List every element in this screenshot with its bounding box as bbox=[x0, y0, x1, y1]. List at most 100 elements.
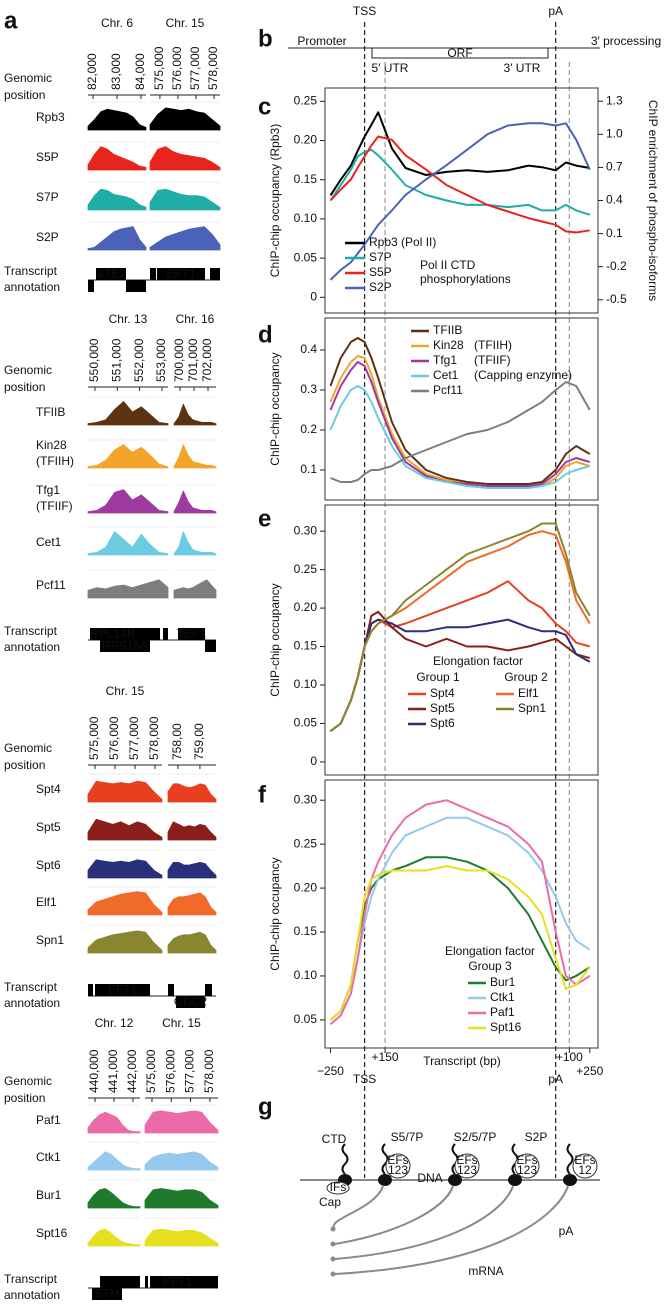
cap-dot bbox=[330, 1241, 336, 1247]
y-tick-label: 0.20 bbox=[294, 133, 318, 147]
gene-box bbox=[145, 1276, 148, 1288]
annotation: phosphorylations bbox=[420, 272, 511, 286]
y-tick-label: 0.05 bbox=[294, 1012, 318, 1026]
genomic-tick-label: 442,000 bbox=[125, 1049, 139, 1093]
gene-label: EFT1 bbox=[108, 983, 138, 997]
track-profile bbox=[87, 1188, 141, 1209]
utr-label: 3′ UTR bbox=[504, 61, 541, 75]
genomic-tick-label: 578,000 bbox=[202, 1049, 216, 1093]
genomic-tick-label: 553,000 bbox=[154, 338, 168, 382]
y-tick-label: 0.15 bbox=[294, 924, 318, 938]
ctd-tail bbox=[341, 1143, 349, 1175]
ctd-tail bbox=[566, 1143, 574, 1175]
axis-label: Genomic bbox=[4, 71, 52, 85]
series-line bbox=[329, 799, 591, 1026]
legend-label: Ctk1 bbox=[490, 990, 515, 1004]
efs-circle bbox=[385, 1153, 411, 1179]
y2-tick-label: 0.4 bbox=[606, 193, 623, 207]
gene-label: EFT1 bbox=[166, 267, 196, 281]
gene-label: RPL13B bbox=[90, 627, 135, 641]
track-label: Spt5 bbox=[36, 820, 61, 834]
legend-label: Spt6 bbox=[430, 716, 455, 730]
annotation-label: Transcript bbox=[4, 1272, 58, 1286]
ctd-label: CTD bbox=[322, 1132, 347, 1146]
track-label: S5P bbox=[36, 150, 59, 164]
efs-label: 123 bbox=[457, 1163, 477, 1177]
series-line bbox=[329, 816, 591, 1026]
y-tick-label: 0 bbox=[310, 754, 317, 768]
series-line bbox=[329, 337, 591, 485]
ifs-oval bbox=[326, 1181, 350, 1195]
legend-group: Group 2 bbox=[504, 670, 548, 684]
ctd-state: S2/5/7P bbox=[454, 1130, 497, 1144]
track-label: Paf1 bbox=[36, 1113, 61, 1127]
track-label: Pcf11 bbox=[36, 578, 66, 592]
track-profile bbox=[87, 1111, 141, 1134]
genomic-tick-label: 577,000 bbox=[188, 46, 202, 90]
series-line bbox=[329, 856, 591, 1021]
y-tick-label: 0.10 bbox=[294, 968, 318, 982]
genomic-tick-label: 576,000 bbox=[163, 1049, 177, 1093]
legend-label: Paf1 bbox=[490, 1005, 515, 1019]
y2-tick-label: 0.7 bbox=[606, 160, 623, 174]
genomic-tick-label: 82,000 bbox=[85, 53, 99, 90]
y-tick-label: 0.20 bbox=[294, 600, 318, 614]
gene-box bbox=[88, 280, 94, 292]
x-tick-label: −250 bbox=[317, 1064, 344, 1078]
y-tick-label: 0.05 bbox=[294, 716, 318, 730]
track-profile bbox=[87, 531, 169, 556]
cap-dot bbox=[330, 1271, 336, 1277]
genomic-tick-label: 576,000 bbox=[107, 716, 121, 760]
chromosome-label: Chr. 15 bbox=[166, 16, 205, 30]
genomic-tick-label: 552,000 bbox=[132, 338, 146, 382]
series-line bbox=[329, 865, 591, 1021]
genomic-tick-label: 758,00 bbox=[170, 723, 184, 760]
efs-label: 123 bbox=[517, 1163, 537, 1177]
annotation-label: Transcript bbox=[4, 624, 58, 638]
efs-label: 12 bbox=[578, 1163, 592, 1177]
axis-label: position bbox=[4, 88, 45, 102]
chromosome-label: Chr. 13 bbox=[109, 312, 148, 326]
chromosome-label: Chr. 16 bbox=[176, 312, 215, 326]
genomic-tick-label: 701,000 bbox=[186, 338, 200, 382]
y-tick-label: 0.4 bbox=[300, 342, 317, 356]
x-axis-label: Transcript (bp) bbox=[423, 1054, 501, 1068]
gene-box bbox=[135, 628, 160, 640]
genomic-tick-label: 702,000 bbox=[200, 338, 214, 382]
track-profile bbox=[167, 783, 217, 803]
gene-box bbox=[205, 984, 212, 996]
gene-box bbox=[178, 628, 205, 640]
track-label: Elf1 bbox=[36, 895, 57, 909]
y-tick-label: 0 bbox=[310, 289, 317, 303]
tss-label: TSS bbox=[353, 4, 376, 18]
track-label: Bur1 bbox=[36, 1188, 62, 1202]
gene-label: STM bbox=[94, 1287, 119, 1301]
series-line bbox=[329, 385, 591, 489]
panel-letter: e bbox=[258, 505, 271, 532]
y-axis-label: ChIP-chip occupancy bbox=[268, 352, 282, 465]
cap-label: Cap bbox=[319, 1195, 341, 1209]
plot-frame bbox=[324, 504, 599, 776]
efs-label: EFs bbox=[456, 1153, 477, 1167]
x-tick-label: +250 bbox=[576, 1064, 603, 1078]
genomic-tick-label: 550,000 bbox=[87, 338, 101, 382]
genomic-tick-label: 576,000 bbox=[170, 46, 184, 90]
track-profile bbox=[87, 1151, 141, 1171]
gene-box bbox=[95, 984, 150, 996]
gene-label: EFT1 bbox=[163, 1275, 193, 1289]
axis-label: Genomic bbox=[4, 1074, 52, 1088]
gene-box bbox=[163, 628, 168, 640]
efs-circle bbox=[454, 1153, 480, 1179]
series-line bbox=[329, 522, 591, 732]
mrna-strand bbox=[334, 1185, 569, 1275]
pol-ii bbox=[563, 1174, 577, 1186]
y-axis-label: ChIP-chip occupancy bbox=[268, 857, 282, 970]
gene-box bbox=[88, 984, 93, 996]
track-profile bbox=[167, 862, 217, 879]
track-label: Cet1 bbox=[36, 535, 62, 549]
track-label: Spt16 bbox=[36, 1226, 68, 1240]
legend-label: TFIIB bbox=[433, 323, 462, 337]
gene-box bbox=[100, 640, 150, 652]
efs-label: EFs bbox=[516, 1153, 537, 1167]
annotation-label: annotation bbox=[4, 1288, 60, 1302]
